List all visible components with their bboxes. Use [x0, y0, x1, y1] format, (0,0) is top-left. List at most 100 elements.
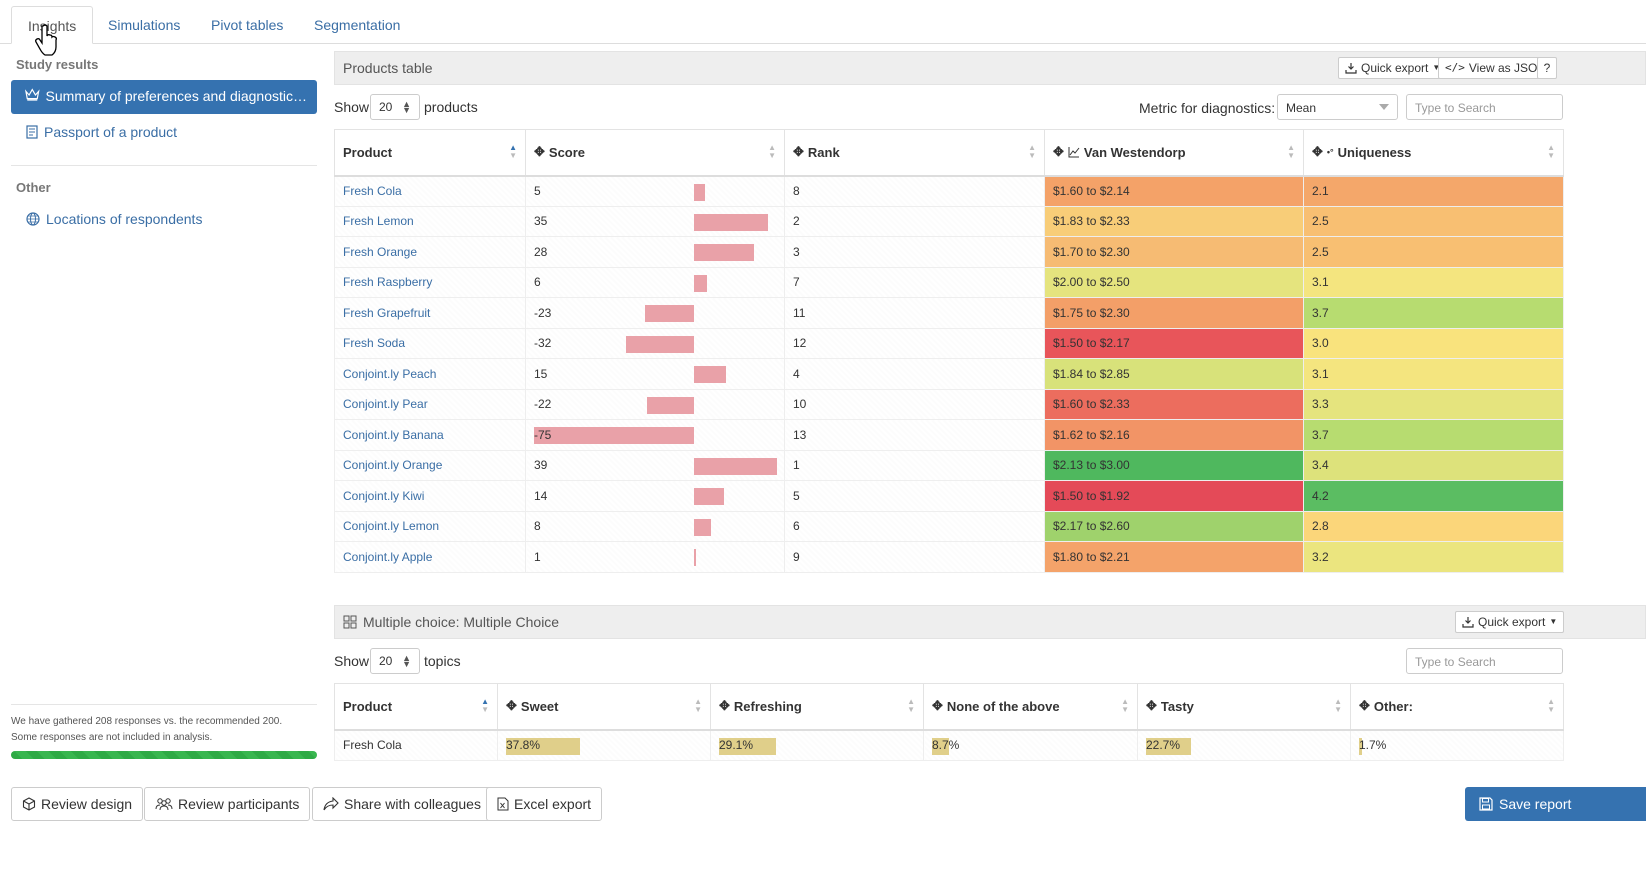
review-design-button[interactable]: Review design: [11, 787, 144, 821]
sidebar-item-locations[interactable]: Locations of respondents: [26, 211, 202, 227]
uniqueness-cell: 3.1: [1303, 358, 1564, 390]
button-label: Save report: [1499, 796, 1572, 812]
column-label: Score: [548, 144, 586, 160]
product-link[interactable]: Fresh Orange: [343, 244, 418, 259]
column-header-none-of-the-above[interactable]: ✥ None of the above ▲ ▼: [923, 683, 1138, 731]
van-westendorp-cell: $1.60 to $2.33: [1044, 388, 1304, 420]
product-link[interactable]: Conjoint.ly Lemon: [343, 519, 440, 534]
score-bar: [644, 305, 694, 322]
uniqueness-cell: 4.2: [1303, 480, 1564, 512]
mc-search-input[interactable]: Type to Search: [1406, 648, 1563, 674]
share-icon: [323, 797, 339, 811]
metric-label: Metric for diagnostics:: [1139, 100, 1276, 116]
move-icon: ✥: [793, 144, 804, 160]
product-cell: Conjoint.ly Peach: [334, 358, 526, 390]
score-bar: [693, 518, 711, 536]
table-row: Fresh Grapefruit -23 11 $1.75 to $2.30 3.7: [334, 297, 1564, 329]
tab-label: Simulations: [108, 17, 181, 33]
product-link[interactable]: Conjoint.ly Orange: [343, 458, 443, 473]
column-header-sweet[interactable]: ✥ Sweet ▲ ▼: [497, 683, 711, 731]
product-link[interactable]: Conjoint.ly Banana: [343, 427, 444, 442]
product-link[interactable]: Conjoint.ly Pear: [343, 397, 428, 412]
tab-label: Segmentation: [314, 17, 401, 33]
table-row: Conjoint.ly Peach 15 4 $1.84 to $2.85 3.1: [334, 358, 1564, 390]
product-link[interactable]: Conjoint.ly Kiwi: [343, 488, 425, 503]
column-label: Product: [343, 698, 393, 714]
table-row: Conjoint.ly Kiwi 14 5 $1.50 to $1.92 4.2: [334, 480, 1564, 512]
uniqueness-cell: 3.4: [1303, 449, 1564, 481]
product-link[interactable]: Fresh Raspberry: [343, 275, 433, 290]
tab-label: Pivot tables: [211, 17, 284, 33]
help-button[interactable]: ?: [1537, 57, 1557, 79]
rank-cell: 1: [784, 449, 1045, 481]
move-icon: ✥: [1146, 698, 1157, 714]
tasty-cell: 22.7%: [1137, 729, 1351, 761]
page-size-select[interactable]: 20 ▲ ▼: [370, 648, 420, 674]
quick-export-button[interactable]: Quick export ▼: [1338, 57, 1448, 79]
products-search-input[interactable]: Type to Search: [1406, 94, 1563, 120]
score-bar: [693, 549, 696, 566]
caret-down-icon: ▼: [1549, 617, 1558, 626]
column-header-score[interactable]: ✥ Score ▲ ▼: [525, 129, 785, 177]
column-header-uniqueness[interactable]: ✥ •° Uniqueness ▲ ▼: [1303, 129, 1564, 177]
button-label: Excel export: [514, 796, 592, 812]
products-table: Product ▲ ▼ ✥ Score ▲ ▼ ✥ Rank ▲ ▼ ✥ Van Westendo…: [334, 129, 1564, 573]
product-cell: Fresh Orange: [334, 236, 526, 268]
column-header-product[interactable]: Product ▲ ▼: [334, 129, 526, 177]
sidebar-item-label: Locations of respondents: [46, 211, 203, 227]
hand-cursor-icon: [35, 24, 57, 56]
product-link[interactable]: Fresh Grapefruit: [343, 305, 431, 320]
sidebar: Study results Summary of preferences and…: [0, 44, 325, 870]
code-icon: </>: [1445, 61, 1465, 74]
column-header-product[interactable]: Product ▲ ▼: [334, 683, 498, 731]
move-icon: ✥: [719, 698, 730, 714]
product-link[interactable]: Fresh Soda: [343, 336, 406, 351]
note-line: Some responses are not included in analy…: [11, 732, 213, 743]
column-header-tasty[interactable]: ✥ Tasty ▲ ▼: [1137, 683, 1351, 731]
score-cell: 1: [525, 541, 785, 573]
column-header-other[interactable]: ✥ Other: ▲ ▼: [1350, 683, 1564, 731]
move-icon: ✥: [1053, 144, 1064, 160]
score-bar: [625, 335, 694, 353]
sidebar-item-passport[interactable]: Passport of a product: [26, 124, 177, 140]
column-label: Product: [343, 144, 393, 160]
score-value: 15: [534, 366, 548, 381]
score-cell: 28: [525, 236, 785, 268]
uniqueness-cell: 2.8: [1303, 510, 1564, 542]
view-json-button[interactable]: </> View as JSON: [1438, 57, 1554, 79]
tab-segmentation[interactable]: Segmentation: [298, 6, 416, 44]
tab-label: Insights: [28, 18, 77, 34]
score-value: -75: [534, 427, 552, 442]
product-cell: Conjoint.ly Apple: [334, 541, 526, 573]
share-button[interactable]: Share with colleagues: [312, 787, 492, 821]
review-participants-button[interactable]: Review participants: [144, 787, 311, 821]
product-link[interactable]: Fresh Lemon: [343, 214, 414, 229]
product-cell: Conjoint.ly Kiwi: [334, 480, 526, 512]
cube-icon: [22, 797, 36, 811]
uniqueness-cell: 3.0: [1303, 327, 1564, 359]
excel-file-icon: [497, 797, 509, 811]
tab-simulations[interactable]: Simulations: [92, 6, 196, 44]
metric-select[interactable]: Mean: [1277, 94, 1398, 120]
uniqueness-cell: 3.2: [1303, 541, 1564, 573]
responses-note: We have gathered 208 responses vs. the r…: [11, 714, 317, 746]
table-row: Fresh Cola 5 8 $1.60 to $2.14 2.1: [334, 175, 1564, 207]
score-value: -32: [534, 336, 552, 351]
sidebar-item-summary[interactable]: Summary of preferences and diagnostic…: [11, 80, 317, 114]
column-header-refreshing[interactable]: ✥ Refreshing ▲ ▼: [710, 683, 924, 731]
score-cell: 14: [525, 480, 785, 512]
percent-value: 22.7%: [1146, 738, 1181, 752]
product-link[interactable]: Fresh Cola: [343, 184, 402, 198]
page-size-select[interactable]: 20 ▲ ▼: [370, 94, 420, 120]
score-cell: 15: [525, 358, 785, 390]
sort-icon: ▲ ▼: [1287, 143, 1295, 160]
column-header-rank[interactable]: ✥ Rank ▲ ▼: [784, 129, 1045, 177]
column-header-van-westendorp[interactable]: ✥ Van Westendorp ▲ ▼: [1044, 129, 1304, 177]
sidebar-item-label: Passport of a product: [44, 124, 178, 140]
save-report-button[interactable]: Save report: [1465, 787, 1646, 821]
quick-export-button[interactable]: Quick export ▼: [1455, 611, 1565, 633]
tab-pivot-tables[interactable]: Pivot tables: [195, 6, 299, 44]
product-link[interactable]: Conjoint.ly Apple: [343, 549, 433, 564]
excel-export-button[interactable]: Excel export: [486, 787, 603, 821]
product-link[interactable]: Conjoint.ly Peach: [343, 366, 437, 381]
